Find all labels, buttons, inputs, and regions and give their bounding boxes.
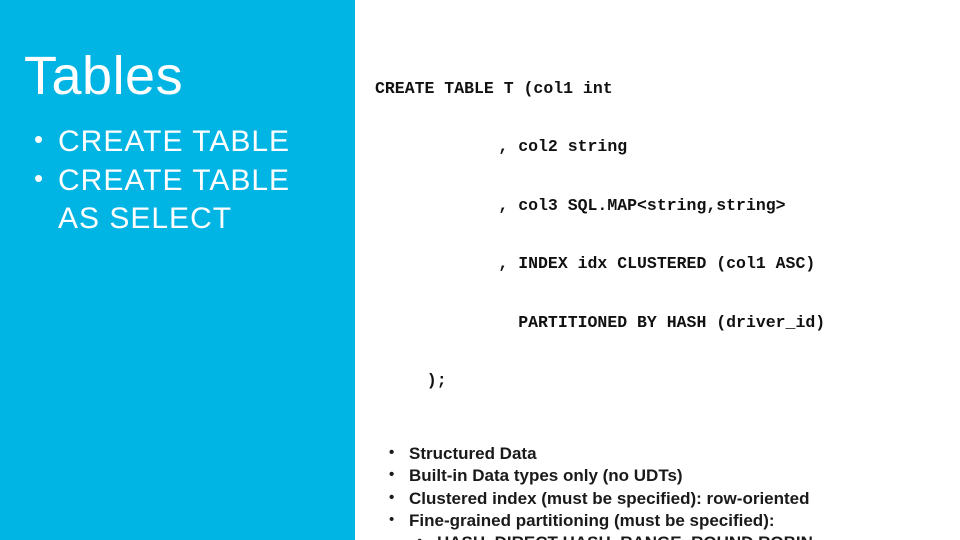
list-item: Fine-grained partitioning (must be speci… [381, 510, 940, 540]
slide-title: Tables [24, 48, 331, 105]
sidebar: Tables CREATE TABLE CREATE TABLE AS SELE… [0, 0, 355, 540]
list-item: Structured Data [381, 443, 940, 465]
feature-sublist: HASH, DIRECT HASH, RANGE, ROUND ROBIN [409, 532, 940, 540]
list-item-text: Fine-grained partitioning (must be speci… [409, 511, 775, 530]
code-line: ); [375, 371, 940, 390]
code-line: , col3 SQL.MAP<string,string> [375, 196, 940, 215]
list-item: Clustered index (must be specified): row… [381, 488, 940, 510]
sidebar-list: CREATE TABLE CREATE TABLE AS SELECT [24, 123, 331, 238]
code-line: CREATE TABLE T (col1 int [375, 79, 940, 98]
sidebar-item: CREATE TABLE AS SELECT [30, 162, 331, 237]
sidebar-item: CREATE TABLE [30, 123, 331, 161]
list-item: HASH, DIRECT HASH, RANGE, ROUND ROBIN [409, 532, 940, 540]
code-line: , col2 string [375, 137, 940, 156]
code-line: PARTITIONED BY HASH (driver_id) [375, 313, 940, 332]
list-item: Built-in Data types only (no UDTs) [381, 465, 940, 487]
main-content: CREATE TABLE T (col1 int , col2 string ,… [355, 0, 960, 540]
code-line: , INDEX idx CLUSTERED (col1 ASC) [375, 254, 940, 273]
code-block-create-table: CREATE TABLE T (col1 int , col2 string ,… [375, 40, 940, 429]
feature-list-1: Structured Data Built-in Data types only… [381, 443, 940, 540]
